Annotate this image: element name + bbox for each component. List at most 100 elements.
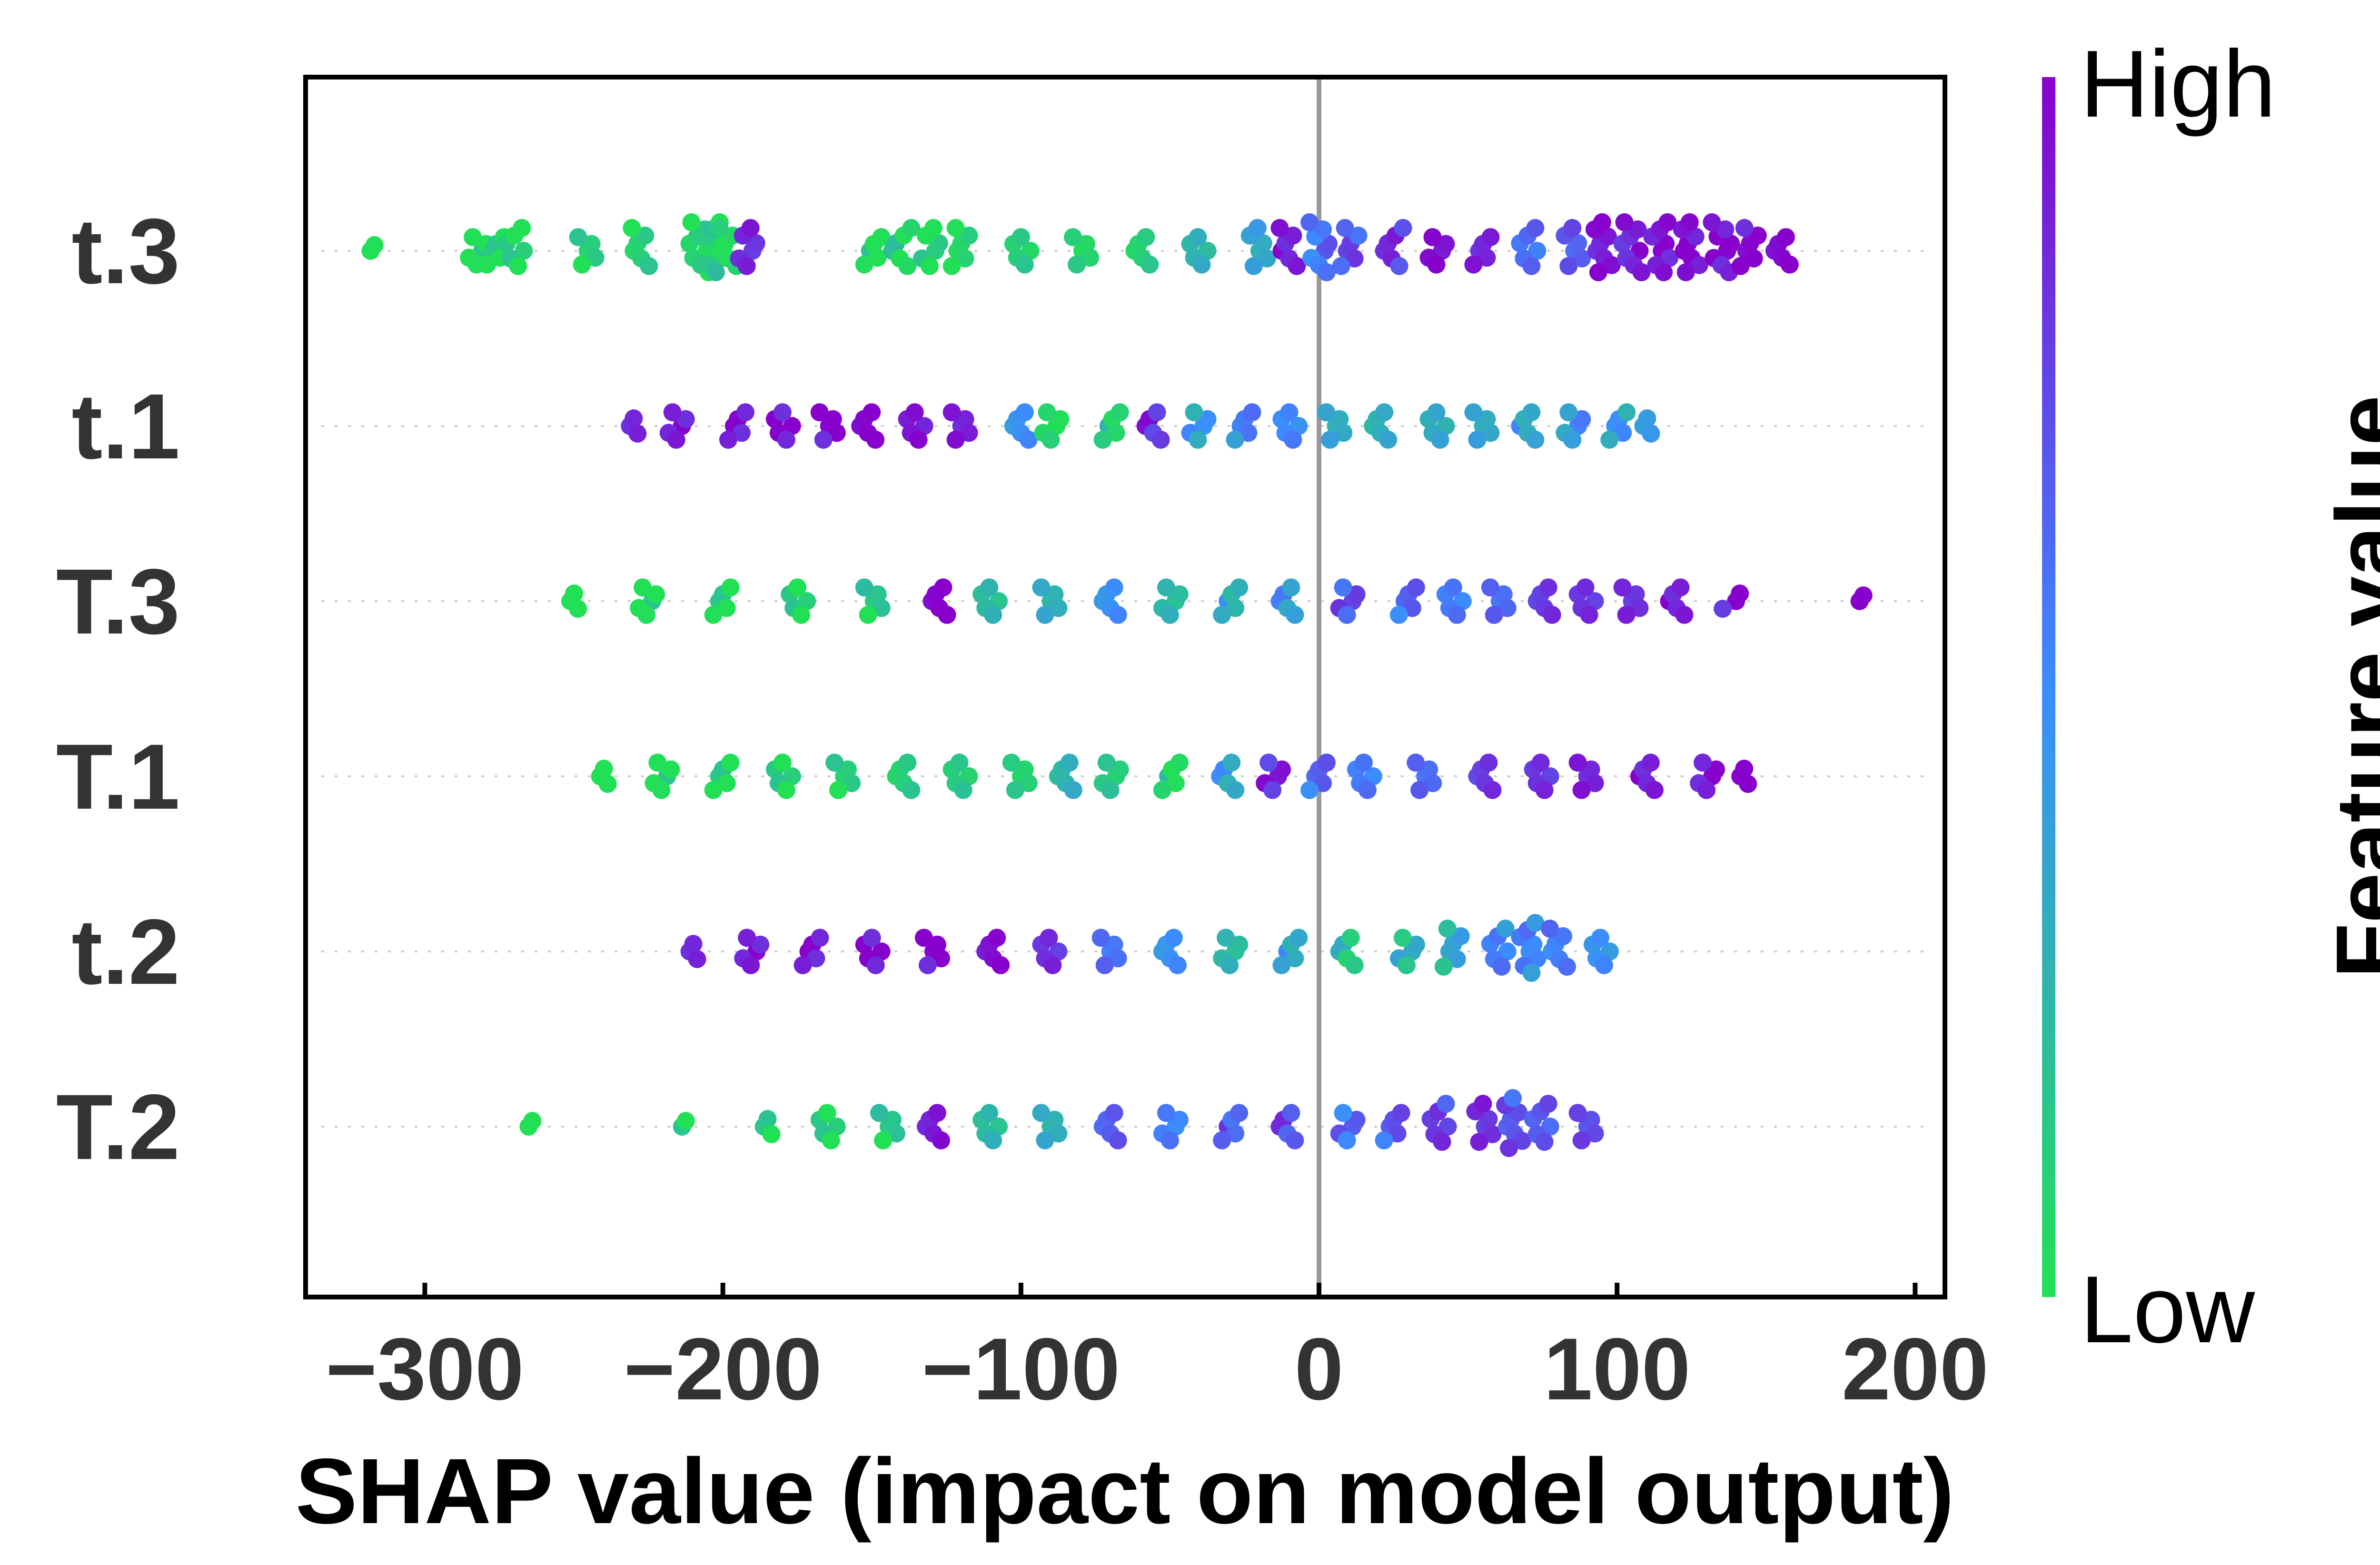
- shap-point: [1573, 249, 1591, 267]
- shap-point: [758, 1110, 777, 1128]
- shap-point: [1164, 929, 1183, 947]
- shap-point: [866, 956, 885, 974]
- shap-point: [1280, 403, 1299, 422]
- shap-point: [1341, 929, 1360, 947]
- shap-point: [706, 263, 725, 281]
- shap-point: [1032, 1104, 1051, 1122]
- shap-point: [1288, 257, 1306, 275]
- shap-point: [1349, 227, 1368, 245]
- shap-point: [1222, 753, 1241, 772]
- shap-point: [1051, 410, 1070, 428]
- shap-point: [898, 257, 917, 275]
- shap-point: [1630, 242, 1649, 260]
- shap-point: [1375, 1131, 1393, 1149]
- shap-point: [1393, 929, 1412, 947]
- shap-point: [1568, 753, 1587, 772]
- shap-point: [1528, 950, 1547, 968]
- shap-point: [918, 956, 937, 974]
- shap-point: [1111, 403, 1129, 422]
- shap-point: [1576, 578, 1595, 597]
- colorbar-high-label: High: [2080, 31, 2276, 137]
- shap-point: [721, 753, 740, 772]
- shap-point: [810, 403, 829, 422]
- shap-point: [1453, 592, 1472, 610]
- colorbar-low-label: Low: [2080, 1257, 2255, 1363]
- shap-point: [1318, 263, 1336, 281]
- shap-point: [984, 605, 1002, 624]
- shap-point: [647, 585, 665, 604]
- shap-points: [361, 213, 1873, 1157]
- shap-point: [1559, 403, 1578, 422]
- shap-point: [1675, 605, 1694, 624]
- shap-point: [1258, 249, 1276, 267]
- shap-point: [1748, 227, 1767, 245]
- shap-point: [807, 949, 825, 968]
- shap-point: [1345, 249, 1364, 267]
- shap-point: [1526, 430, 1545, 449]
- shap-point: [783, 767, 801, 785]
- shap-point: [640, 257, 658, 275]
- shap-point: [980, 578, 999, 597]
- shap-point: [1244, 257, 1263, 275]
- shap-point: [1394, 219, 1412, 237]
- shap-point: [1573, 410, 1591, 428]
- shap-point: [1539, 1095, 1557, 1113]
- shap-point: [1600, 942, 1619, 961]
- shap-point: [747, 234, 765, 252]
- shap-point: [1614, 424, 1632, 442]
- shap-point: [1330, 410, 1349, 428]
- shap-point: [1464, 403, 1483, 422]
- shap-point: [863, 929, 881, 947]
- shap-point: [1434, 958, 1453, 976]
- shap-point: [1483, 781, 1502, 799]
- shap-point: [751, 935, 770, 954]
- y-feature-label: T.2: [56, 1075, 180, 1179]
- shap-point: [1263, 781, 1282, 799]
- shap-point: [1189, 430, 1207, 449]
- shap-point: [1716, 220, 1735, 238]
- shap-point: [1151, 430, 1170, 449]
- shap-point: [1448, 950, 1466, 968]
- shap-point: [1572, 1131, 1591, 1149]
- shap-point: [1226, 599, 1245, 617]
- shap-point: [721, 578, 740, 597]
- shap-point: [1645, 781, 1664, 799]
- shap-point: [1407, 578, 1425, 597]
- shap-point: [855, 255, 873, 274]
- shap-point: [1714, 600, 1732, 618]
- shap-point: [1160, 605, 1179, 624]
- shap-point: [598, 775, 617, 793]
- shap-point: [1259, 753, 1278, 772]
- shap-point: [783, 417, 801, 435]
- shap-point: [1407, 753, 1425, 772]
- shap-point: [676, 410, 695, 428]
- shap-point: [667, 430, 685, 449]
- shap-point: [1686, 228, 1705, 246]
- shap-point: [1006, 781, 1024, 799]
- shap-point: [1680, 213, 1699, 231]
- shap-point: [1319, 235, 1338, 253]
- shap-point: [1015, 255, 1034, 274]
- shap-point: [1336, 219, 1354, 237]
- shap-point: [811, 929, 829, 947]
- shap-point: [704, 605, 723, 624]
- shap-point: [905, 403, 924, 422]
- shap-point: [1338, 605, 1356, 624]
- shap-point: [719, 430, 737, 449]
- shap-point: [1595, 956, 1613, 974]
- shap-point: [823, 410, 842, 428]
- shap-point: [1526, 914, 1545, 932]
- shap-point: [1389, 605, 1408, 624]
- shap-point: [1572, 781, 1591, 799]
- shap-point: [1522, 257, 1541, 275]
- shap-point: [818, 1104, 836, 1122]
- shap-point: [477, 255, 496, 274]
- shap-point: [662, 760, 680, 779]
- shap-point: [1093, 430, 1112, 449]
- shap-point: [1407, 935, 1425, 954]
- shap-point: [924, 219, 942, 237]
- shap-point: [1410, 781, 1429, 799]
- shap-point: [777, 430, 795, 449]
- shap-point: [710, 219, 729, 237]
- shap-point: [1563, 219, 1582, 237]
